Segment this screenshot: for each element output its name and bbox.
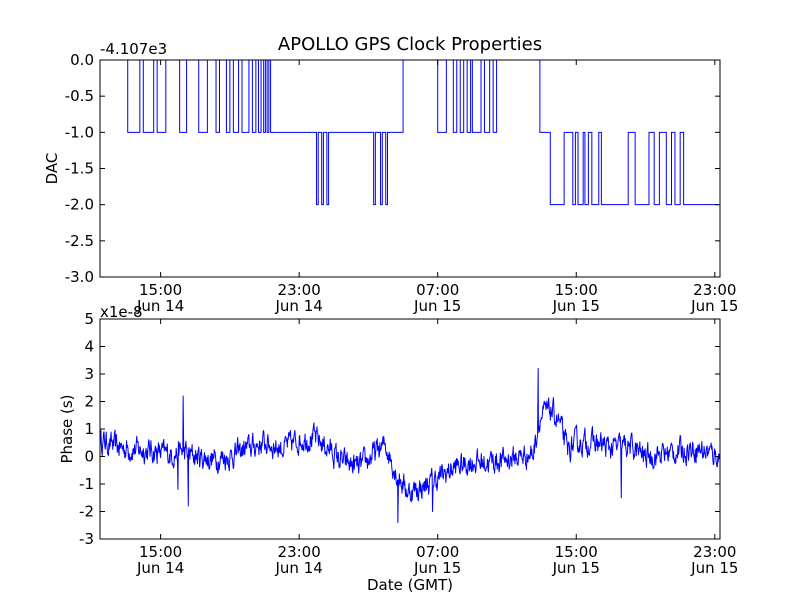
phase-ytick-label: -3 <box>79 530 94 548</box>
phase-ytick-label: 3 <box>84 365 94 383</box>
dac-xtick-date: Jun 14 <box>136 297 184 315</box>
dac-xtick-date: Jun 15 <box>690 297 738 315</box>
phase-ytick-label: 4 <box>84 338 94 356</box>
dac-xtick-date: Jun 15 <box>413 297 461 315</box>
phase-xtick-date: Jun 15 <box>552 559 600 577</box>
dac-plot-area <box>100 60 720 206</box>
dac-subplot: -4.107e3 DAC 0.0 -0.5 -1.0 -1.5 -2.0 -2.5 -3.0… <box>43 40 739 315</box>
phase-xtick-time: 23:00 <box>278 543 321 561</box>
dac-xtick-date: Jun 14 <box>275 297 323 315</box>
phase-offset-label: x1e-8 <box>100 303 143 321</box>
dac-ytick-label: -3.0 <box>65 268 94 286</box>
dac-ytick-label: -2.0 <box>65 196 94 214</box>
dac-axes-frame <box>99 59 721 278</box>
dac-xtick-time: 23:00 <box>278 281 321 299</box>
dac-xtick-time: 23:00 <box>693 281 736 299</box>
dac-xtick-time: 15:00 <box>555 281 598 299</box>
phase-xtick-time: 23:00 <box>693 543 736 561</box>
dac-xtick-time: 15:00 <box>139 281 182 299</box>
phase-xtick-date: Jun 14 <box>275 559 323 577</box>
phase-xtick-time: 07:00 <box>416 543 459 561</box>
dac-y-axis-label: DAC <box>43 153 61 185</box>
phase-y-axis-label: Phase (s) <box>58 394 76 463</box>
phase-series-line <box>100 368 720 523</box>
phase-ytick-label: 0 <box>84 448 94 466</box>
phase-xtick-date: Jun 15 <box>690 559 738 577</box>
phase-ytick-label: 1 <box>84 420 94 438</box>
phase-xtick-time: 15:00 <box>555 543 598 561</box>
phase-xtick-time: 15:00 <box>139 543 182 561</box>
dac-ytick-label: 0.0 <box>70 51 94 69</box>
phase-x-axis-label: Date (GMT) <box>367 576 453 594</box>
dac-ytick-label: -1.0 <box>65 123 94 141</box>
phase-axes-frame <box>99 318 721 540</box>
phase-ytick-label: 5 <box>84 310 94 328</box>
phase-xtick-date: Jun 15 <box>413 559 461 577</box>
dac-offset-label: -4.107e3 <box>100 40 167 58</box>
dac-xtick-time: 07:00 <box>416 281 459 299</box>
dac-xtick-date: Jun 15 <box>552 297 600 315</box>
phase-ytick-label: -1 <box>79 475 94 493</box>
dac-ytick-label: -2.5 <box>65 232 94 250</box>
phase-xtick-date: Jun 14 <box>136 559 184 577</box>
dac-series-line <box>100 60 720 206</box>
dac-ytick-label: -0.5 <box>65 87 94 105</box>
phase-ytick-label: -2 <box>79 503 94 521</box>
phase-plot-area <box>100 368 720 523</box>
chart-title: APOLLO GPS Clock Properties <box>278 34 542 55</box>
phase-ytick-label: 2 <box>84 393 94 411</box>
dac-ytick-label: -1.5 <box>65 160 94 178</box>
